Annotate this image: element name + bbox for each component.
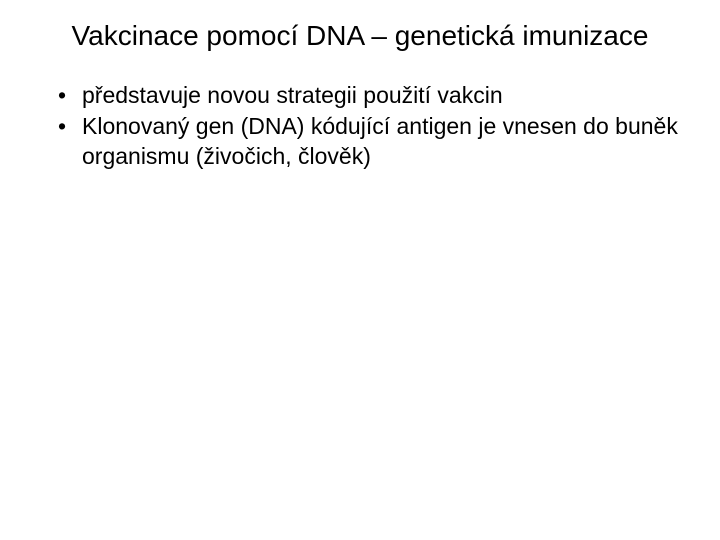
bullet-list: představuje novou strategii použití vakc… — [40, 81, 680, 171]
slide-title: Vakcinace pomocí DNA – genetická imuniza… — [40, 18, 680, 53]
list-item: představuje novou strategii použití vakc… — [58, 81, 680, 110]
slide-container: Vakcinace pomocí DNA – genetická imuniza… — [0, 0, 720, 540]
list-item: Klonovaný gen (DNA) kódující antigen je … — [58, 112, 680, 171]
